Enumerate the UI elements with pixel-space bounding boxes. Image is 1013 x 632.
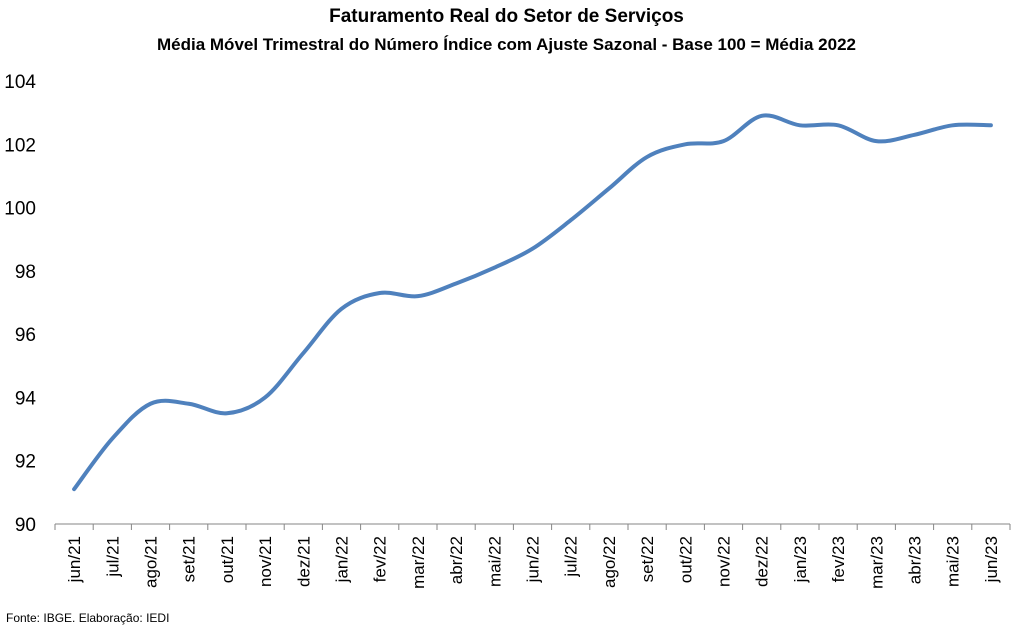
x-tick-label: abr/22 — [447, 536, 466, 584]
x-tick-label: jul/22 — [562, 536, 581, 578]
chart-title: Faturamento Real do Setor de Serviços — [329, 6, 684, 27]
x-tick-label: jun/22 — [524, 536, 543, 583]
x-axis-ticks: jun/21 jul/21 ago/21 set/21 out/21 nov/21 dez/… — [65, 536, 1001, 589]
x-tick-label: abr/23 — [906, 536, 925, 584]
x-tick-label: fev/23 — [829, 536, 848, 582]
x-tick-label: nov/21 — [256, 536, 275, 587]
x-tick-label: ago/22 — [600, 536, 619, 588]
x-tick-label: dez/21 — [294, 536, 313, 587]
y-tick-label: 98 — [15, 262, 36, 283]
y-tick-label: 102 — [4, 135, 36, 156]
x-tick-label: jan/22 — [333, 536, 352, 583]
x-tick-label: mar/23 — [867, 536, 886, 589]
chart-subtitle: Média Móvel Trimestral do Número Índice … — [157, 35, 856, 54]
y-tick-label: 96 — [15, 325, 36, 346]
y-tick-label: 104 — [4, 72, 36, 93]
x-tick-label: fev/22 — [371, 536, 390, 582]
series-line — [72, 113, 993, 492]
y-tick-label: 100 — [4, 199, 36, 220]
x-tick-label: set/22 — [638, 536, 657, 582]
x-tick-label: dez/22 — [753, 536, 772, 587]
y-tick-label: 92 — [15, 452, 36, 473]
x-tick-label: out/21 — [218, 536, 237, 583]
x-tick-label: jan/23 — [791, 536, 810, 583]
x-tick-label: nov/22 — [715, 536, 734, 587]
x-tick-label: ago/21 — [142, 536, 161, 588]
source-note: Fonte: IBGE. Elaboração: IEDI — [6, 611, 170, 625]
series-group — [72, 113, 993, 492]
x-tick-label: mai/22 — [485, 536, 504, 587]
y-tick-label: 90 — [15, 515, 36, 536]
x-tick-label: out/22 — [676, 536, 695, 583]
y-axis-ticks: 90 92 94 96 98 100 102 104 — [4, 72, 36, 536]
y-tick-label: 94 — [15, 388, 37, 409]
x-tick-label: jun/21 — [65, 536, 84, 583]
x-tick-label: mai/23 — [944, 536, 963, 587]
x-tick-label: set/21 — [180, 536, 199, 582]
chart-axes — [54, 523, 1011, 530]
x-tick-label: mar/22 — [409, 536, 428, 589]
x-tick-label: jun/23 — [982, 536, 1001, 583]
x-tick-label: jul/21 — [103, 536, 122, 578]
